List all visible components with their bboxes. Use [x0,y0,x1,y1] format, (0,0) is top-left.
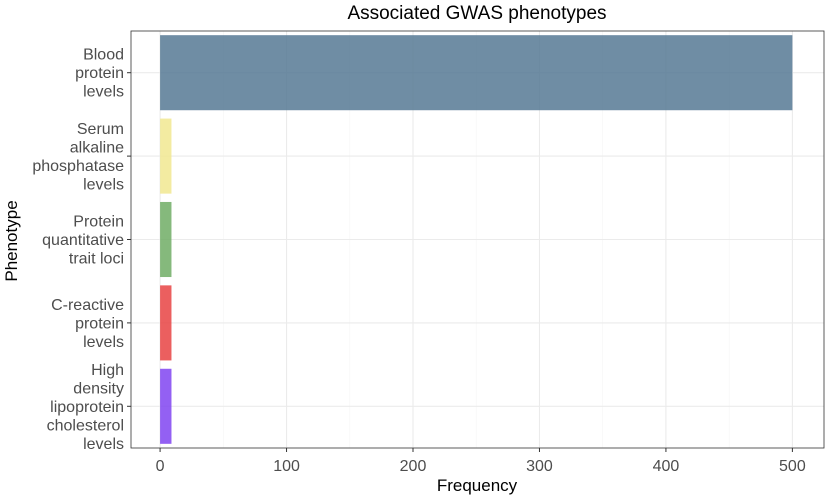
x-tick-label: 500 [779,458,806,475]
bars [160,35,793,444]
x-tick-label: 300 [526,458,553,475]
x-tick-label: 200 [400,458,427,475]
bar-1 [160,35,793,111]
y-axis: Blood protein levels Serum alkaline phosphata… [32,47,131,453]
y-tick-label: C-reactive protein levels [51,297,124,351]
y-axis-title: Phenotype [2,200,21,281]
y-tick-label: Serum alkaline phosphatase levels [32,121,124,194]
y-tick-label: Blood protein levels [75,47,124,101]
bar-2 [160,118,172,194]
y-tick-label: Protein quantitative trait loci [42,214,124,268]
x-tick-label: 400 [653,458,680,475]
bar-5 [160,368,172,444]
y-tick-label: High density lipoprotein cholesterol levels [47,362,124,453]
bar-4 [160,285,172,361]
x-tick-label: 100 [273,458,300,475]
chart-title: Associated GWAS phenotypes [347,3,606,24]
x-axis-title: Frequency [437,476,518,495]
x-axis: 0 100 200 300 400 500 [156,448,806,475]
x-tick-label: 0 [156,458,165,475]
bar-3 [160,201,172,278]
